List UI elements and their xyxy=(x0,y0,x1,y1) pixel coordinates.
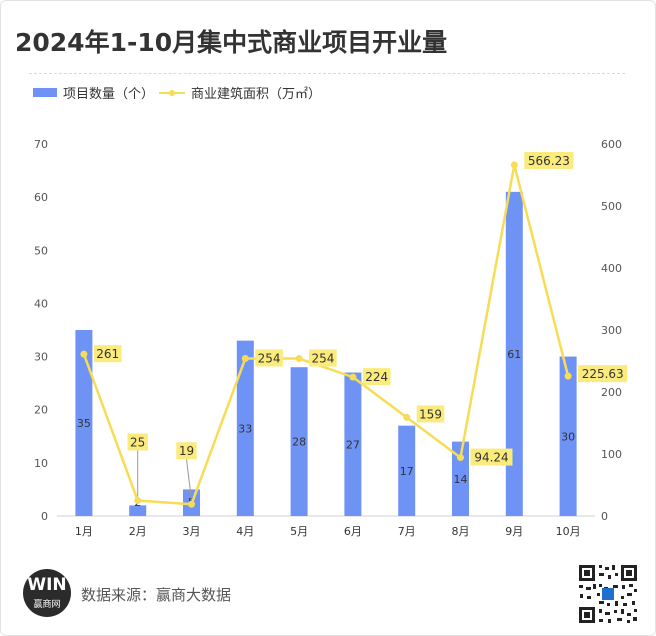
bar-data-label: 35 xyxy=(77,417,91,430)
x-tick-label: 1月 xyxy=(75,525,93,538)
y-right-tick-label: 400 xyxy=(601,262,622,275)
bar-data-label: 17 xyxy=(400,465,414,478)
bar xyxy=(452,441,469,516)
brand-logo: WIN 赢商网 xyxy=(23,569,71,617)
line-point xyxy=(295,355,303,363)
combo-chart: 0 10 20 30 40 50 60 70 0 100 200 300 400 500 600 35 25 33… xyxy=(34,138,628,538)
x-tick-label: 9月 xyxy=(505,525,523,538)
x-tick-label: 2月 xyxy=(129,525,147,538)
line-label-bg xyxy=(127,433,148,451)
y-right-tick-label: 0 xyxy=(601,510,608,523)
line-point xyxy=(134,497,142,504)
line-point xyxy=(241,355,249,363)
bar xyxy=(290,367,308,516)
y-left-tick-label: 20 xyxy=(34,404,48,417)
line-data-label: 224 xyxy=(365,370,388,384)
bar-data-label: 61 xyxy=(507,348,521,361)
data-source: 数据来源：赢商大数据 xyxy=(81,586,232,604)
y-right-tick-label: 100 xyxy=(601,448,622,461)
bar-data-label: 30 xyxy=(561,430,575,443)
line-label-bg xyxy=(362,368,391,386)
legend-label-bars: 项目数量（个） xyxy=(63,87,155,102)
line-label-bg xyxy=(416,405,445,423)
bar xyxy=(75,330,93,516)
line-data-label: 225.63 xyxy=(582,367,624,381)
y-right-tick-label: 500 xyxy=(601,200,622,213)
line-point xyxy=(80,350,88,358)
bar xyxy=(129,505,147,516)
label-leader-line xyxy=(186,459,192,501)
legend-line-swatch xyxy=(159,88,185,98)
line-data-label: 261 xyxy=(96,347,119,361)
line-point xyxy=(349,373,357,381)
y-right-tick-label: 300 xyxy=(601,324,622,337)
y-left-tick-label: 30 xyxy=(34,351,48,364)
line-data-label: 254 xyxy=(258,352,281,366)
bar xyxy=(344,372,362,516)
y-right-tick-label: 600 xyxy=(601,138,622,151)
bar xyxy=(559,356,577,516)
line-data-label: 566.23 xyxy=(528,154,570,168)
y-left-tick-label: 40 xyxy=(34,297,48,310)
y-left-tick-label: 70 xyxy=(34,138,48,151)
line-label-bg xyxy=(255,349,283,367)
bar xyxy=(505,191,523,517)
line-label-bg xyxy=(93,345,122,363)
line-point xyxy=(564,372,572,380)
x-tick-label: 4月 xyxy=(236,525,254,538)
line-point xyxy=(457,454,464,462)
line-data-label: 254 xyxy=(311,352,334,366)
chart-title: 2024年1-10月集中式商业项目开业量 xyxy=(15,28,448,57)
line-label-bg xyxy=(176,442,197,460)
bar-data-label: 14 xyxy=(454,473,468,486)
line-label-bg xyxy=(578,365,628,383)
line-label-bg xyxy=(309,349,337,367)
bar-data-label: 33 xyxy=(238,422,252,435)
x-tick-label: 6月 xyxy=(344,525,362,538)
y-left-tick-label: 50 xyxy=(34,244,48,257)
y-right-tick-label: 200 xyxy=(601,386,622,399)
line-data-label: 94.24 xyxy=(474,451,508,465)
line-data-label: 19 xyxy=(179,444,194,458)
bar-data-label: 27 xyxy=(346,438,360,451)
x-tick-label: 7月 xyxy=(398,525,416,538)
line-label-bg xyxy=(524,151,574,169)
logo-mark: WIN xyxy=(27,575,67,595)
x-tick-label: 10月 xyxy=(556,525,581,538)
line-point xyxy=(403,413,411,421)
y-left-tick-label: 0 xyxy=(41,510,48,523)
y-left-tick-label: 10 xyxy=(34,457,48,470)
line-data-label: 159 xyxy=(419,407,442,421)
legend-item-bars[interactable]: 项目数量（个） xyxy=(33,83,154,102)
legend-item-line[interactable]: 商业建筑面积（万㎡） xyxy=(159,83,321,102)
x-tick-label: 5月 xyxy=(290,525,308,538)
line-label-bg xyxy=(470,448,513,466)
legend-bar-swatch xyxy=(33,88,57,97)
y-left-tick-label: 60 xyxy=(34,191,48,204)
line-point xyxy=(188,500,195,508)
title-divider xyxy=(29,73,625,74)
legend-label-line: 商业建筑面积（万㎡） xyxy=(191,87,322,102)
logo-text: 赢商网 xyxy=(33,600,61,610)
bar xyxy=(236,340,254,516)
line-data-label: 25 xyxy=(130,436,145,450)
line-point xyxy=(510,161,518,169)
line-series xyxy=(82,163,570,506)
x-tick-label: 3月 xyxy=(183,525,201,538)
x-tick-label: 8月 xyxy=(452,525,470,538)
bar-data-label: 28 xyxy=(292,436,306,449)
qr-code-icon xyxy=(577,563,639,625)
bar xyxy=(398,425,416,516)
